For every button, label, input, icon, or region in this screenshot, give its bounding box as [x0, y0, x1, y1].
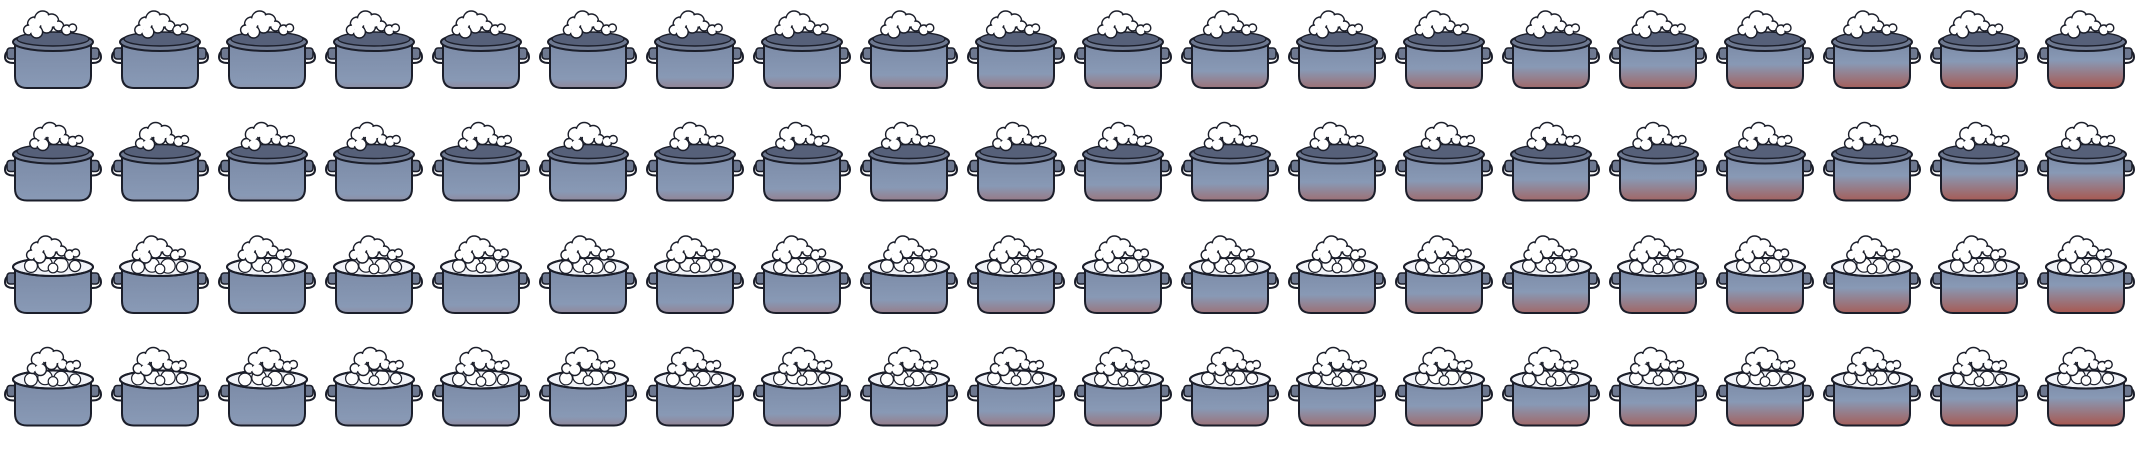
- pot-sprite-r1-c15: [1501, 10, 1601, 89]
- pot-sprite-r1-c2: [110, 10, 210, 89]
- pot-sprite-r3-c1: [3, 235, 103, 314]
- pot-sprite-r2-c16: [1608, 121, 1708, 202]
- pot-sprite-r2-c15: [1501, 121, 1601, 202]
- pot-sprite-r4-c16: [1608, 346, 1708, 427]
- pot-sprite-r3-c20: [2036, 235, 2136, 314]
- pot-sprite-r2-c20: [2036, 121, 2136, 202]
- pot-sprite-r3-c11: [1073, 235, 1173, 314]
- pot-sprite-r3-c16: [1608, 235, 1708, 314]
- pot-sprite-r3-c17: [1715, 235, 1815, 314]
- pot-sprite-r2-c2: [110, 121, 210, 202]
- pot-sprite-r2-c11: [1073, 121, 1173, 202]
- pot-sprite-r1-c9: [859, 10, 959, 89]
- pot-sprite-r4-c19: [1929, 346, 2029, 427]
- pot-sprite-r3-c8: [752, 235, 852, 314]
- pot-sprite-r2-c8: [752, 121, 852, 202]
- pot-sprite-r4-c4: [324, 346, 424, 427]
- pot-sprite-r1-c12: [1180, 10, 1280, 89]
- pot-sprite-r1-c8: [752, 10, 852, 89]
- pot-sprite-r1-c17: [1715, 10, 1815, 89]
- pot-sprite-r1-c7: [645, 10, 745, 89]
- pot-sprite-r3-c15: [1501, 235, 1601, 314]
- pot-sprite-r3-c9: [859, 235, 959, 314]
- pot-sprite-r4-c11: [1073, 346, 1173, 427]
- pot-sprite-r3-c6: [538, 235, 638, 314]
- pot-sprite-r4-c9: [859, 346, 959, 427]
- pot-sprite-r4-c14: [1394, 346, 1494, 427]
- pot-sprite-r3-c14: [1394, 235, 1494, 314]
- pot-sprite-r3-c19: [1929, 235, 2029, 314]
- pot-sprite-r4-c7: [645, 346, 745, 427]
- pot-sprite-r1-c14: [1394, 10, 1494, 89]
- pot-sprite-r4-c1: [3, 346, 103, 427]
- pot-sprite-r3-c18: [1822, 235, 1922, 314]
- pot-sprite-r2-c14: [1394, 121, 1494, 202]
- pot-sprite-r4-c13: [1287, 346, 1387, 427]
- pot-sprite-r2-c6: [538, 121, 638, 202]
- pot-sprite-r4-c17: [1715, 346, 1815, 427]
- pot-sprite-r1-c16: [1608, 10, 1708, 89]
- pot-sprite-r3-c7: [645, 235, 745, 314]
- pot-sprite-r2-c9: [859, 121, 959, 202]
- pot-sprite-r4-c12: [1180, 346, 1280, 427]
- pot-sprite-r4-c2: [110, 346, 210, 427]
- pot-sprite-r4-c8: [752, 346, 852, 427]
- pot-sprite-r1-c3: [217, 10, 317, 89]
- pot-sprite-r2-c5: [431, 121, 531, 202]
- pot-sprite-r3-c3: [217, 235, 317, 314]
- pot-sprite-r4-c6: [538, 346, 638, 427]
- pot-sprite-r4-c3: [217, 346, 317, 427]
- pot-sprite-r1-c5: [431, 10, 531, 89]
- pot-sprite-r2-c1: [3, 121, 103, 202]
- pot-sprite-r1-c1: [3, 10, 103, 89]
- pot-sprite-r4-c18: [1822, 346, 1922, 427]
- pot-sprite-r3-c4: [324, 235, 424, 314]
- pot-sprite-r1-c19: [1929, 10, 2029, 89]
- pot-sprite-r4-c20: [2036, 346, 2136, 427]
- pot-sprite-r2-c4: [324, 121, 424, 202]
- pot-sprite-r2-c18: [1822, 121, 1922, 202]
- pot-sprite-r2-c12: [1180, 121, 1280, 202]
- pot-sprite-r1-c11: [1073, 10, 1173, 89]
- pot-sprite-r3-c12: [1180, 235, 1280, 314]
- pot-sprite-r1-c20: [2036, 10, 2136, 89]
- pot-sprite-r3-c2: [110, 235, 210, 314]
- pot-sprite-r2-c19: [1929, 121, 2029, 202]
- pot-sprite-r4-c15: [1501, 346, 1601, 427]
- pot-sprite-r2-c3: [217, 121, 317, 202]
- pot-sprite-r3-c13: [1287, 235, 1387, 314]
- pot-sprite-r2-c17: [1715, 121, 1815, 202]
- pot-sprite-r4-c10: [966, 346, 1066, 427]
- pot-sprite-r1-c18: [1822, 10, 1922, 89]
- pot-sprite-r4-c5: [431, 346, 531, 427]
- pot-sprite-r1-c6: [538, 10, 638, 89]
- pot-sprite-r2-c10: [966, 121, 1066, 202]
- pot-sprite-r2-c13: [1287, 121, 1387, 202]
- pot-sprite-r1-c10: [966, 10, 1066, 89]
- pot-sprite-r3-c5: [431, 235, 531, 314]
- pot-sprite-r1-c13: [1287, 10, 1387, 89]
- pot-sprite-r1-c4: [324, 10, 424, 89]
- pot-sprite-r3-c10: [966, 235, 1066, 314]
- pot-sprite-r2-c7: [645, 121, 745, 202]
